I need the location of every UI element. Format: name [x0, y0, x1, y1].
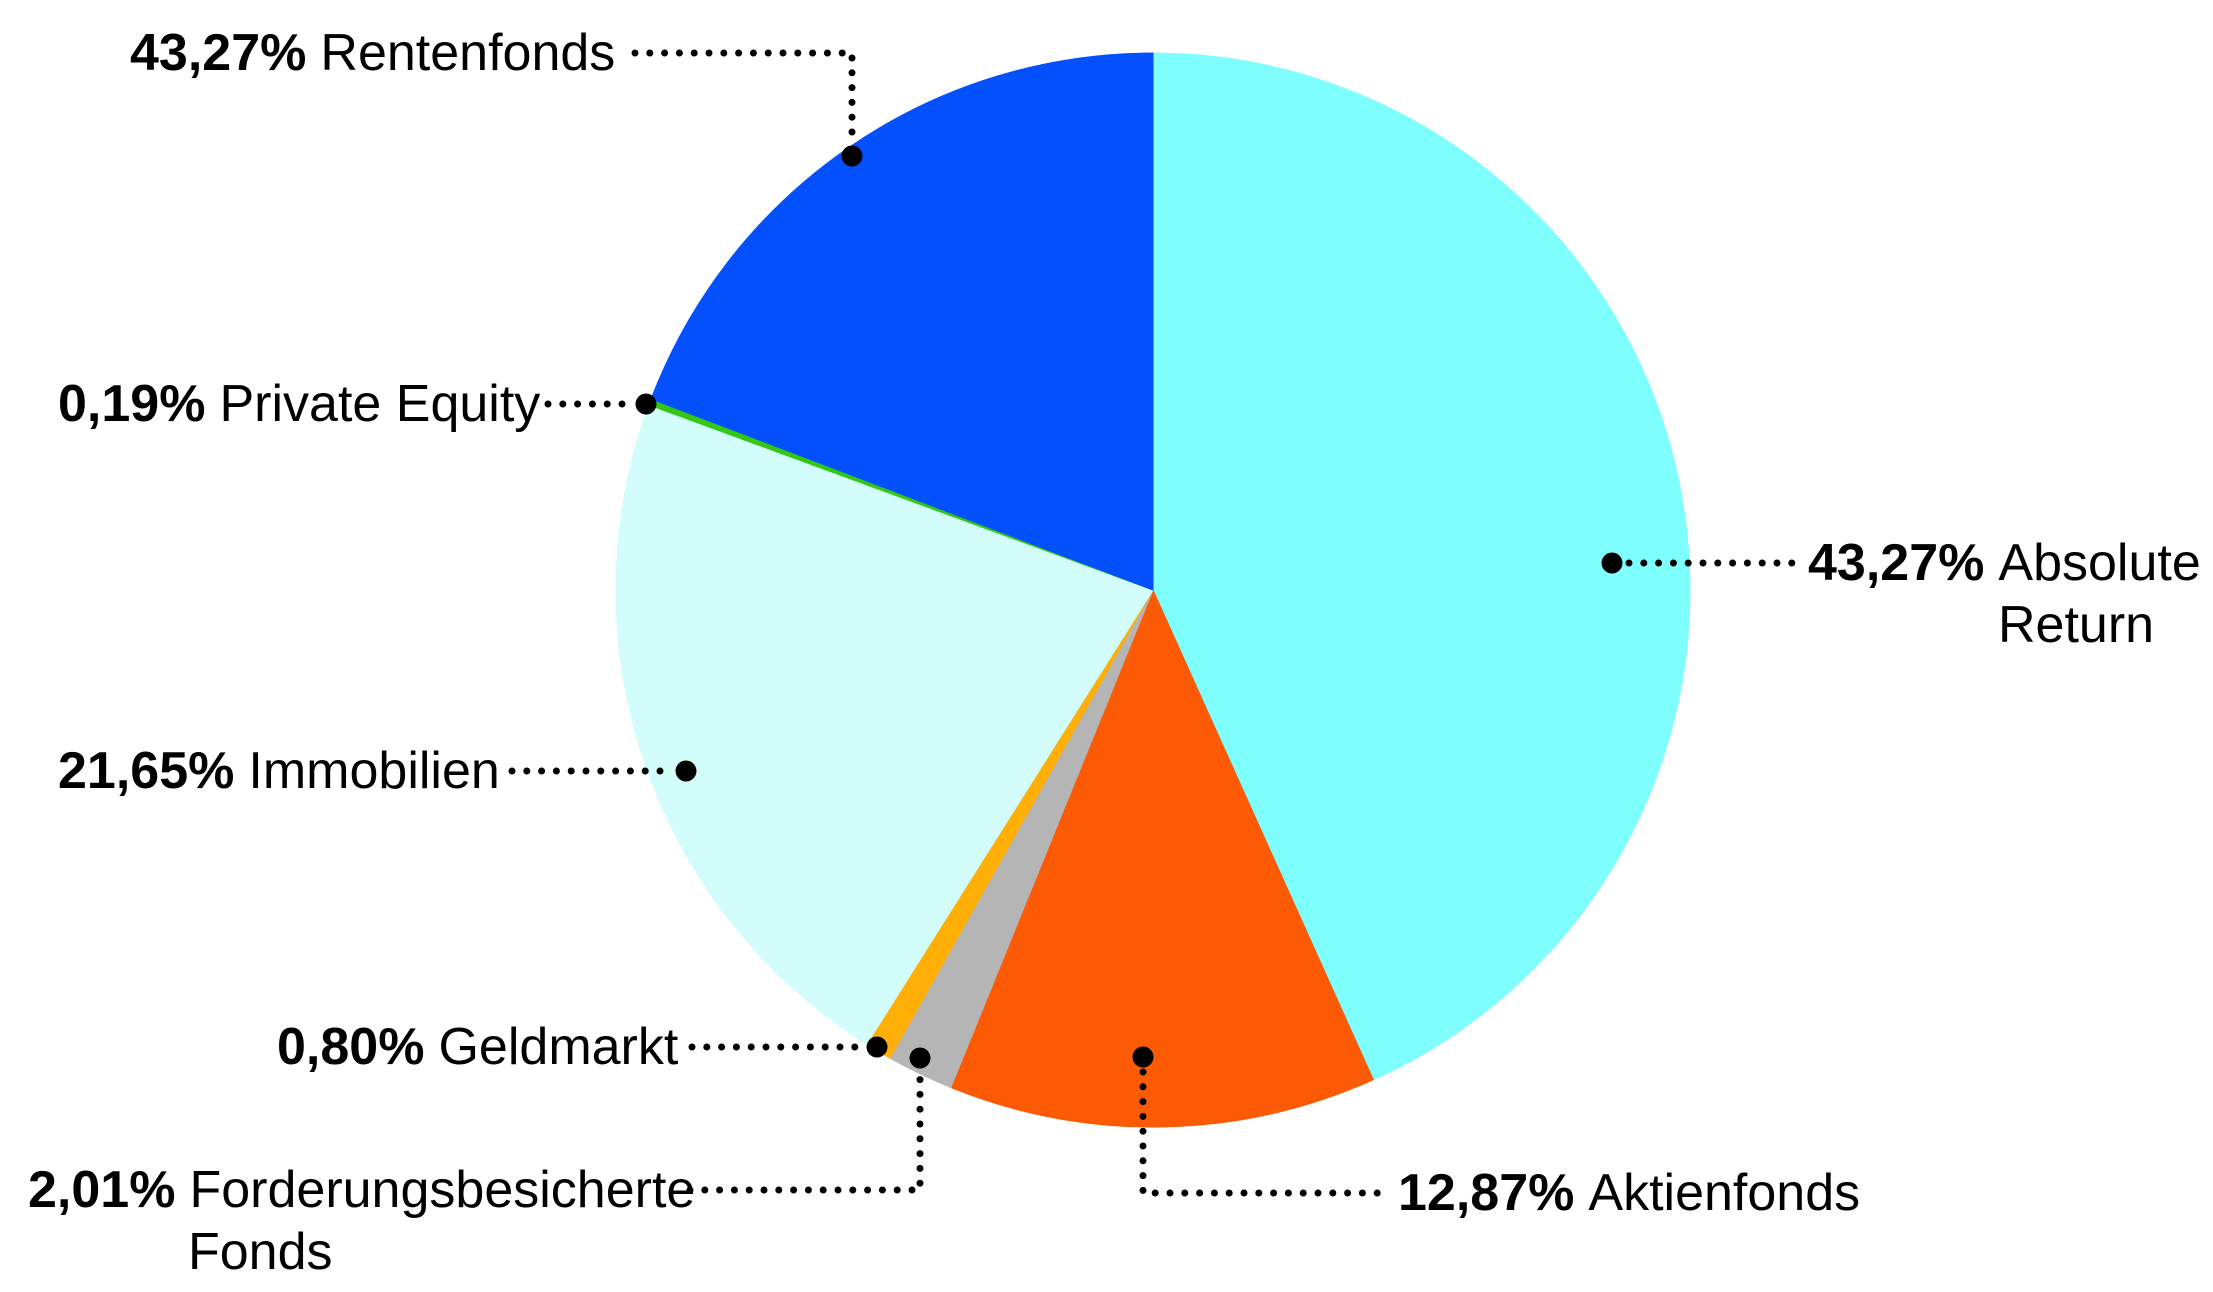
label-leader-lines [508, 49, 1801, 1197]
slice-value: 43,27% [130, 24, 307, 82]
slice-name: Forderungsbesicherte Fonds [188, 1161, 696, 1281]
slice-name: Private Equity [219, 375, 541, 433]
slice-label-private-equity: 0,19% Private Equity [58, 373, 540, 435]
slice-name: Immobilien [248, 742, 500, 800]
slice-value: 2,01% [28, 1161, 176, 1219]
slice-value: 0,80% [277, 1018, 425, 1076]
slice-label-geldmarkt: 0,80% Geldmarkt [277, 1016, 678, 1078]
anchor-dot-immobilien [675, 760, 697, 782]
slice-name: Rentenfonds [320, 24, 616, 82]
anchor-dot-rentenfonds [841, 145, 863, 167]
slice-value: 21,65% [58, 742, 235, 800]
leader-line-aktienfonds [1139, 1068, 1390, 1197]
slice-name: Aktienfonds [1588, 1164, 1861, 1222]
anchor-dot-forderungsbesicherte-fonds [909, 1047, 931, 1069]
pie-slice-absolute-return [1152, 52, 1691, 1081]
anchor-dot-geldmarkt [866, 1036, 888, 1058]
slice-label-aktienfonds: 12,87% Aktienfonds [1398, 1162, 1860, 1224]
anchor-dot-aktienfonds [1132, 1046, 1154, 1068]
pie-slice-aktienfonds [950, 588, 1375, 1128]
slice-value: 43,27% [1808, 534, 1985, 592]
leader-line-forderungsbesicherte-fonds [686, 1070, 924, 1194]
slice-label-rentenfonds: 43,27% Rentenfonds [130, 22, 615, 84]
slice-label-immobilien: 21,65% Immobilien [58, 740, 500, 802]
pie-slice-immobilien [615, 404, 1154, 1045]
slice-name: Geldmarkt [438, 1018, 679, 1076]
anchor-dot-private-equity [635, 393, 657, 415]
anchor-dot-absolute-return [1601, 552, 1623, 574]
slice-label-forderungsbesicherte-fonds: 2,01% Forderungsbesicherte Fonds [28, 1159, 708, 1283]
pie-wedges [615, 52, 1691, 1128]
leader-line-rentenfonds [631, 49, 856, 145]
slice-value: 12,87% [1398, 1164, 1575, 1222]
slice-name: Absolute Return [1998, 534, 2201, 654]
slice-anchor-dots [635, 145, 1623, 1069]
slice-label-absolute-return: 43,27% Absolute Return [1808, 532, 2213, 656]
slice-value: 0,19% [58, 375, 206, 433]
